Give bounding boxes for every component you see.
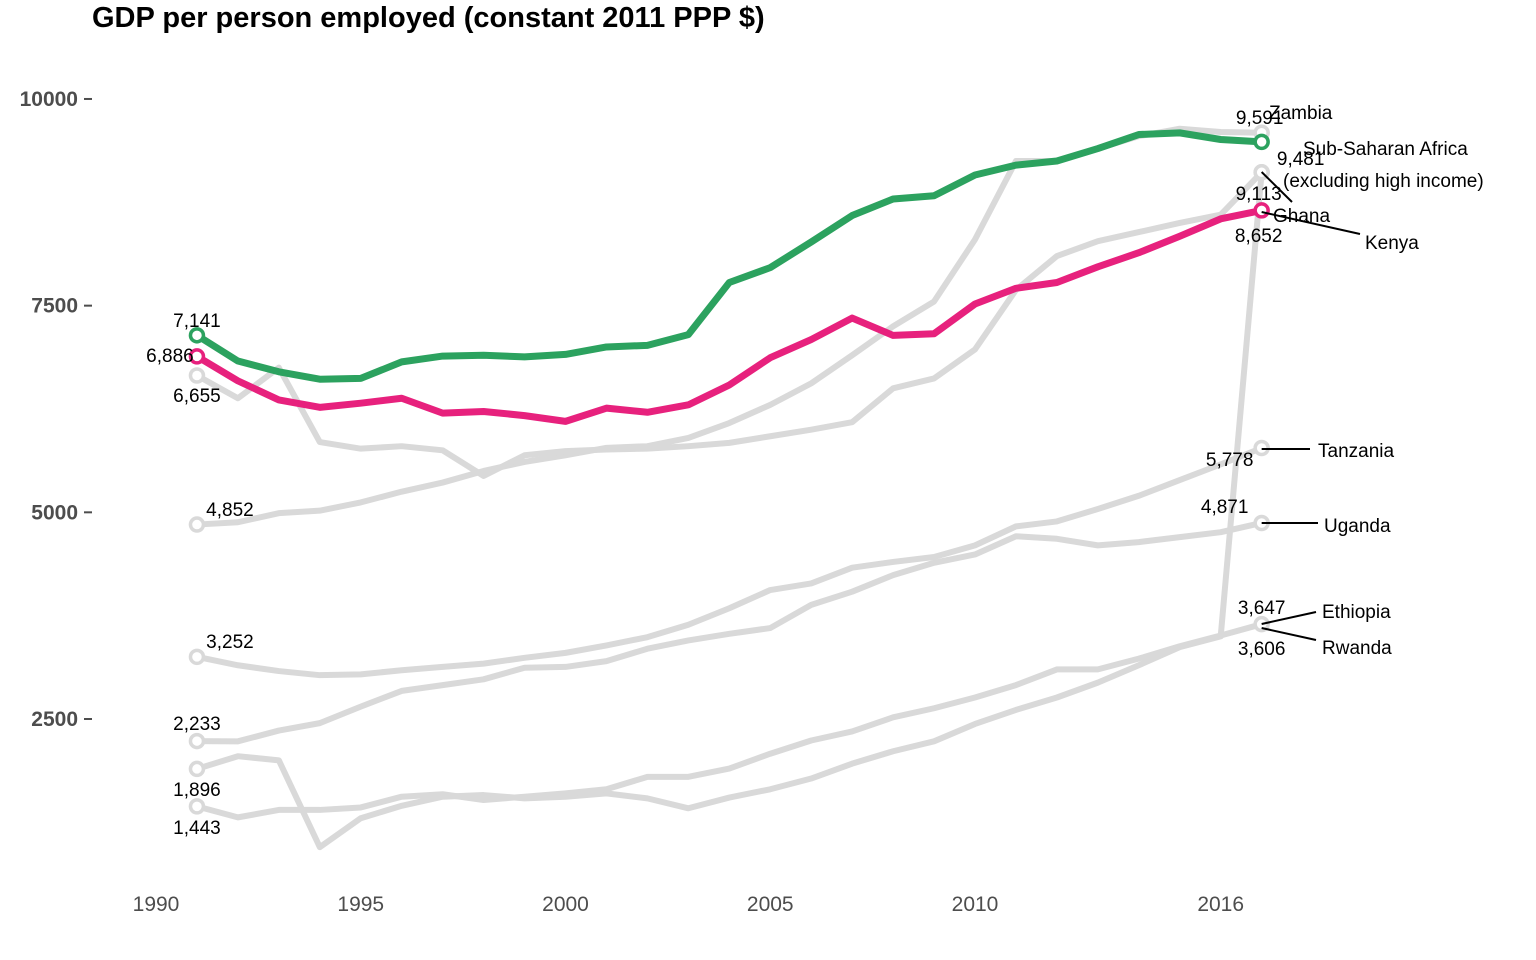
series-name-label: Ethiopia <box>1322 602 1391 623</box>
start-value-label: 1,443 <box>173 818 221 839</box>
series-name-label: Rwanda <box>1322 638 1392 659</box>
leader-line <box>1261 611 1317 625</box>
chart-title: GDP per person employed (constant 2011 P… <box>92 2 765 34</box>
start-marker-ethiopia <box>188 798 206 815</box>
x-tick-label: 2005 <box>747 893 794 916</box>
y-tick-label: 10000 <box>20 88 78 111</box>
series-name-label: Tanzania <box>1318 441 1394 462</box>
data-labels: 7,141 6,886 6,655 4,852 3,252 2,233 1,896 1,443… <box>146 103 1483 839</box>
start-marker-tanzania <box>188 648 206 666</box>
x-tick-label: 1995 <box>337 893 384 916</box>
series-name-label: Ghana <box>1273 206 1330 227</box>
start-marker-sub-saharan-africa-excluding-high-income <box>188 327 206 344</box>
start-marker-kenya <box>188 348 206 365</box>
start-marker-zambia <box>188 516 206 533</box>
series-name-label: Kenya <box>1365 233 1419 254</box>
start-value-label: 6,886 <box>146 346 194 367</box>
series-line-ghana <box>196 172 1265 851</box>
end-value-label: 9,113 <box>1236 184 1282 205</box>
start-value-label: 1,896 <box>173 780 221 801</box>
end-marker-sub-saharan-africa-excluding-high-income <box>1253 133 1270 151</box>
series-line-uganda <box>196 520 1263 745</box>
y-tick-label: 7500 <box>31 295 78 318</box>
end-value-label: 9,591 <box>1236 108 1284 129</box>
x-tick-label: 2016 <box>1197 893 1244 916</box>
leader-line <box>1261 211 1361 235</box>
x-tick-label: 2010 <box>952 893 999 916</box>
axes: 2500 5000 7500 10000 1990 1995 2000 2005 2010 201… <box>20 88 1244 916</box>
end-marker-ethiopia <box>1253 615 1270 633</box>
end-marker-kenya <box>1253 202 1270 219</box>
leader-line <box>1261 627 1317 641</box>
start-marker-uganda <box>188 732 206 750</box>
end-value-label: 3,647 <box>1238 598 1286 619</box>
start-marker-ghana <box>188 760 206 778</box>
series-line-tanzania <box>196 445 1263 679</box>
series-name-label: Zambia <box>1269 103 1333 124</box>
end-value-label: 9,481 <box>1277 149 1325 170</box>
series-line-ethiopia <box>196 621 1263 821</box>
y-tick-label: 2500 <box>31 708 78 731</box>
end-value-label: 5,778 <box>1206 450 1254 471</box>
start-value-label: 2,233 <box>173 714 221 735</box>
start-value-label: 4,852 <box>206 500 254 521</box>
series-name-label: (excluding high income) <box>1283 171 1484 192</box>
series-name-label: Uganda <box>1324 516 1391 537</box>
end-value-label: 8,652 <box>1235 226 1283 247</box>
series-line-sub-saharan-africa-excluding-high-income <box>195 129 1262 383</box>
highlighted-series-lines <box>195 129 1263 425</box>
start-value-label: 6,655 <box>173 386 221 407</box>
start-value-label: 3,252 <box>206 632 254 653</box>
series-line-kenya <box>195 206 1263 425</box>
leader-line <box>1260 171 1293 203</box>
series-name-label: Sub-Saharan Africa <box>1303 139 1468 160</box>
muted-series-lines <box>195 125 1265 851</box>
end-value-label: 4,871 <box>1201 497 1249 518</box>
y-tick-label: 5000 <box>31 501 78 524</box>
series-line-zambia <box>196 125 1262 528</box>
series-line-rwanda <box>195 170 1264 479</box>
start-value-label: 7,141 <box>173 311 221 332</box>
end-value-label: 3,606 <box>1238 639 1286 660</box>
x-tick-label: 1990 <box>133 893 180 916</box>
x-tick-label: 2000 <box>542 893 589 916</box>
start-marker-rwanda <box>188 367 206 384</box>
